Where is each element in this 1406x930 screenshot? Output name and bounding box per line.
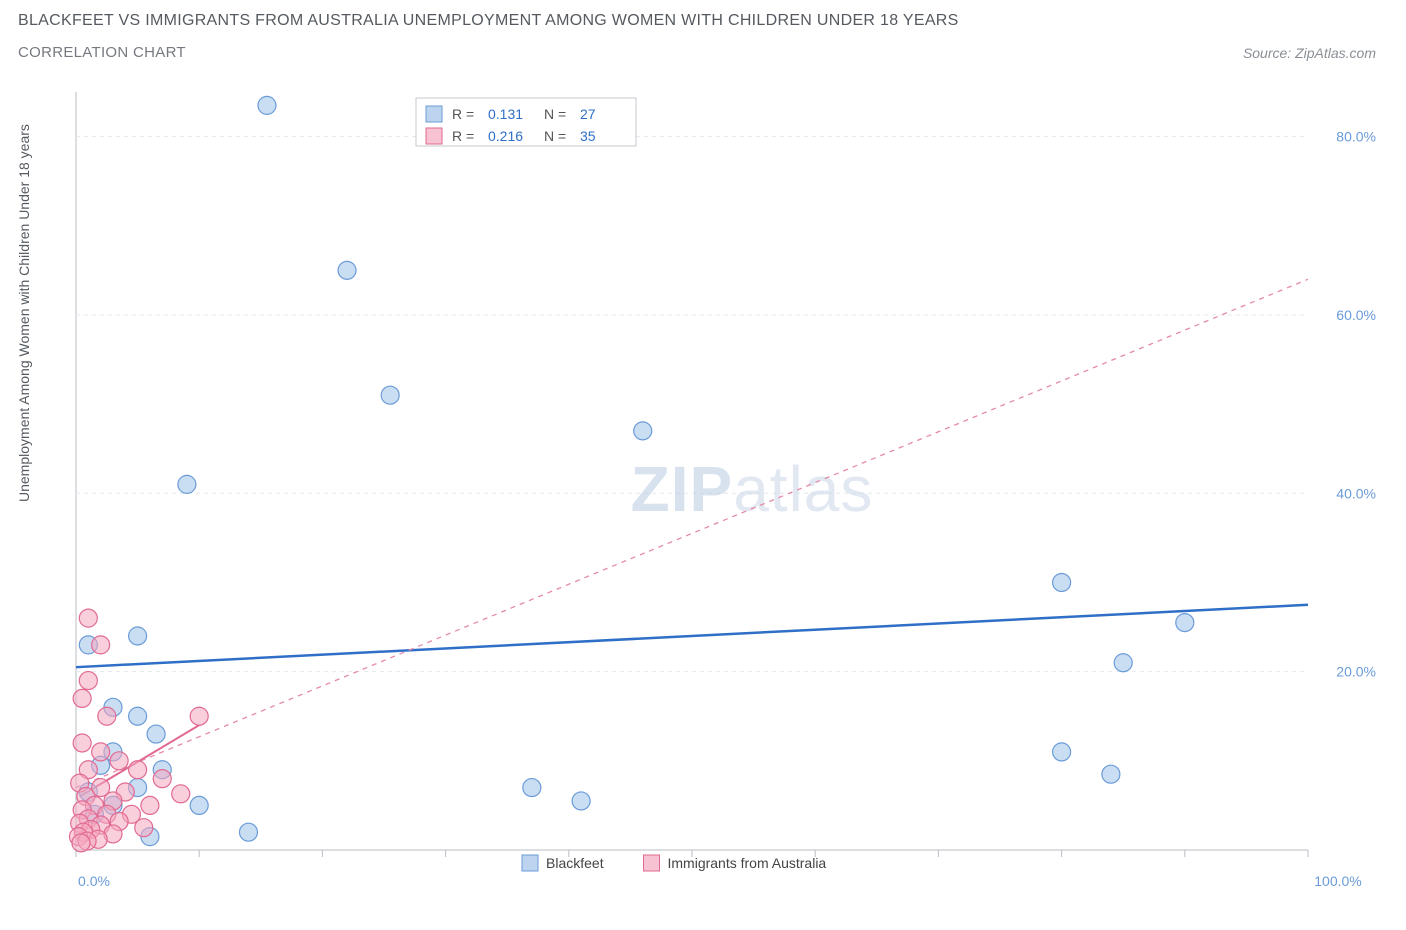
scatter-point: [172, 785, 190, 803]
scatter-point: [79, 672, 97, 690]
legend-swatch: [644, 855, 660, 871]
scatter-point: [129, 761, 147, 779]
scatter-point: [239, 823, 257, 841]
scatter-point: [1176, 614, 1194, 632]
watermark: ZIPatlas: [631, 453, 874, 525]
scatter-point: [141, 796, 159, 814]
chart-svg: 20.0% 40.0% 60.0% 80.0% 0.0% 100.0% ZIPatlas R …: [18, 92, 1388, 912]
x-tick-label: 0.0%: [78, 873, 110, 889]
scatter-point: [153, 770, 171, 788]
scatter-point: [92, 743, 110, 761]
scatter-point: [98, 707, 116, 725]
scatter-point: [129, 627, 147, 645]
subtitle-row: CORRELATION CHART Source: ZipAtlas.com: [18, 44, 1388, 61]
correlation-chart: Unemployment Among Women with Children U…: [18, 92, 1388, 912]
legend-r-label: R =: [452, 128, 474, 144]
scatter-point: [258, 96, 276, 114]
page-title: BLACKFEET VS IMMIGRANTS FROM AUSTRALIA U…: [18, 12, 1388, 30]
scatter-point: [1114, 654, 1132, 672]
y-tick-label: 20.0%: [1336, 664, 1376, 680]
legend-box: [416, 98, 636, 146]
legend-n-label: N =: [544, 106, 566, 122]
y-axis-label: Unemployment Among Women with Children U…: [16, 124, 32, 502]
scatter-point: [135, 819, 153, 837]
scatter-point: [190, 796, 208, 814]
scatter-point: [338, 261, 356, 279]
y-tick-label: 40.0%: [1336, 485, 1376, 501]
scatter-point: [1053, 573, 1071, 591]
legend-r-value: 0.216: [488, 128, 523, 144]
x-tick-label: 100.0%: [1314, 873, 1361, 889]
legend-series-label: Blackfeet: [546, 855, 604, 871]
scatter-point: [190, 707, 208, 725]
legend-r-label: R =: [452, 106, 474, 122]
title-block: BLACKFEET VS IMMIGRANTS FROM AUSTRALIA U…: [0, 0, 1406, 61]
legend-n-value: 35: [580, 128, 596, 144]
scatter-point: [110, 752, 128, 770]
scatter-point: [178, 475, 196, 493]
scatter-point: [72, 834, 90, 852]
scatter-point: [1053, 743, 1071, 761]
legend-swatch: [522, 855, 538, 871]
legend-n-label: N =: [544, 128, 566, 144]
scatter-point: [73, 734, 91, 752]
scatter-point: [381, 386, 399, 404]
scatter-point: [92, 636, 110, 654]
scatter-point: [79, 609, 97, 627]
scatter-point: [634, 422, 652, 440]
source-attribution: Source: ZipAtlas.com: [1243, 45, 1388, 61]
scatter-point: [1102, 765, 1120, 783]
legend-r-value: 0.131: [488, 106, 523, 122]
scatter-point: [129, 707, 147, 725]
scatter-point: [572, 792, 590, 810]
scatter-point: [73, 689, 91, 707]
legend-n-value: 27: [580, 106, 596, 122]
legend-swatch: [426, 128, 442, 144]
scatter-point: [147, 725, 165, 743]
y-tick-label: 80.0%: [1336, 129, 1376, 145]
legend-series-label: Immigrants from Australia: [668, 855, 827, 871]
legend-swatch: [426, 106, 442, 122]
scatter-point: [523, 779, 541, 797]
y-tick-label: 60.0%: [1336, 307, 1376, 323]
page-subtitle: CORRELATION CHART: [18, 44, 186, 61]
trend-line: [76, 279, 1308, 787]
